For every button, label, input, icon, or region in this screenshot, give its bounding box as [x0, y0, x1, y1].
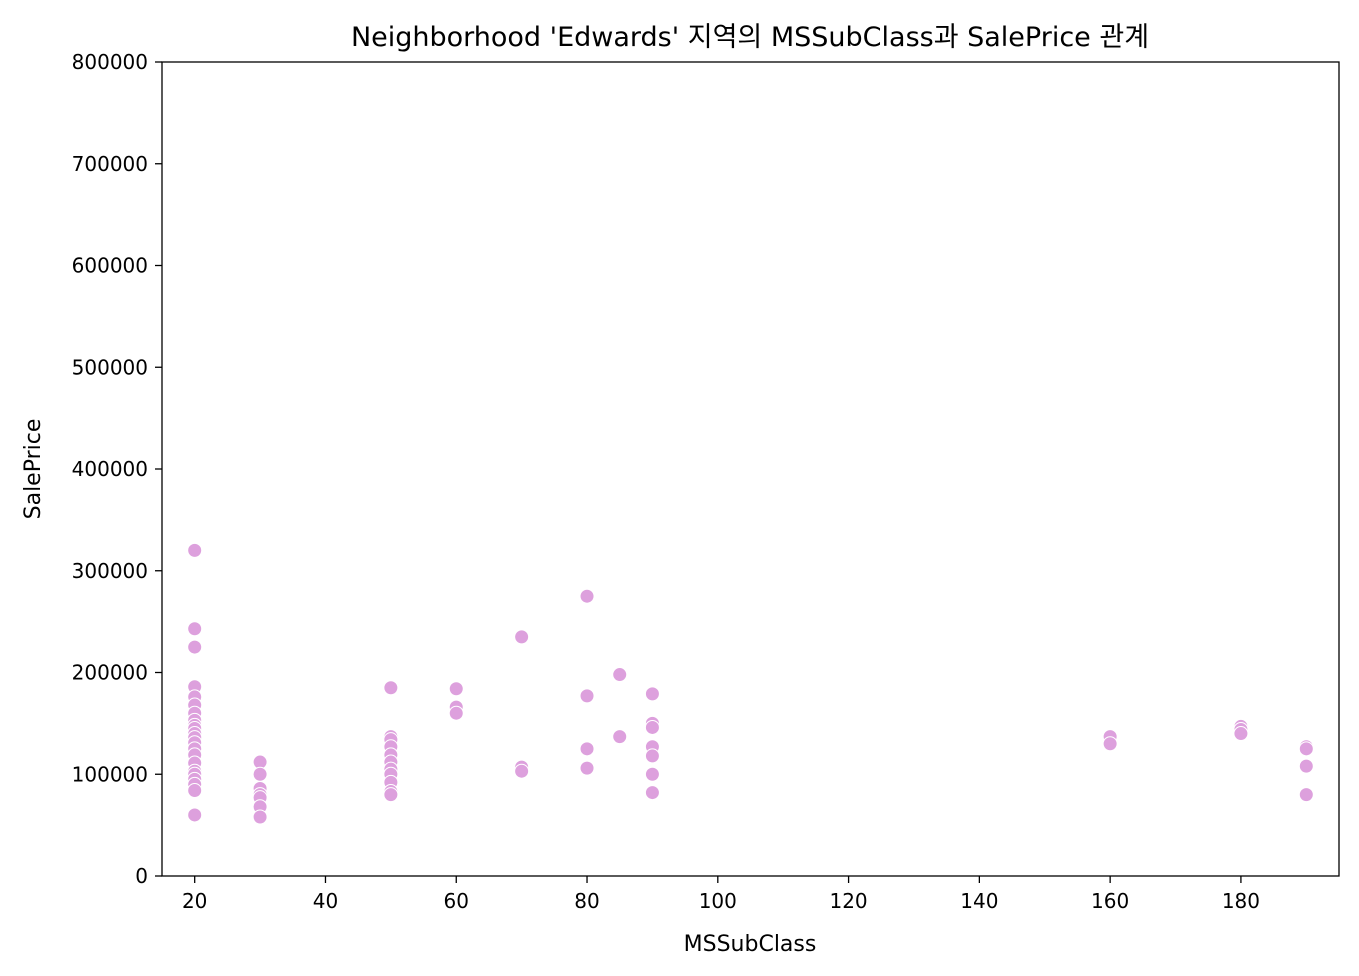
scatter-point: [644, 785, 660, 801]
x-tick-label: 140: [960, 889, 998, 913]
scatter-point: [1298, 741, 1314, 757]
plot-frame: [161, 61, 1340, 877]
scatter-point: [514, 763, 530, 779]
scatter-point: [383, 787, 399, 803]
scatter-point: [579, 688, 595, 704]
y-tick-label: 700000: [72, 152, 148, 176]
scatter-point: [252, 809, 268, 825]
plot-area: [162, 62, 1339, 876]
x-tick-label: 60: [444, 889, 469, 913]
y-tick-label: 800000: [72, 50, 148, 74]
data-points: [187, 542, 1314, 825]
y-tick-label: 300000: [72, 559, 148, 583]
scatter-point: [644, 766, 660, 782]
scatter-point: [1102, 736, 1118, 752]
y-tick-label: 100000: [72, 762, 148, 786]
scatter-point: [1298, 787, 1314, 803]
x-tick-label: 120: [829, 889, 867, 913]
scatter-point: [644, 719, 660, 735]
y-tick-label: 0: [135, 864, 148, 888]
x-tick-label: 40: [313, 889, 338, 913]
x-tick-label: 100: [699, 889, 737, 913]
scatter-point: [448, 681, 464, 697]
x-tick-label: 160: [1091, 889, 1129, 913]
y-tick-label: 500000: [72, 355, 148, 379]
scatter-point: [1233, 726, 1249, 742]
scatter-point: [383, 680, 399, 696]
axis-ticks: 20 40 60 80 100 120 140 160 180 0 100000 200000 3000…: [72, 50, 1260, 913]
chart-title: Neighborhood 'Edwards' 지역의 MSSubClass과 S…: [351, 22, 1149, 53]
scatter-point: [579, 588, 595, 604]
scatter-point: [612, 729, 628, 745]
x-tick-label: 80: [574, 889, 599, 913]
scatter-point: [187, 542, 203, 558]
scatter-point: [187, 783, 203, 799]
scatter-point: [1298, 758, 1314, 774]
scatter-point: [252, 766, 268, 782]
scatter-point: [644, 686, 660, 702]
x-tick-label: 180: [1222, 889, 1260, 913]
x-axis-label: MSSubClass: [684, 932, 817, 957]
y-tick-label: 600000: [72, 254, 148, 278]
scatter-point: [187, 621, 203, 637]
y-axis-label: SalePrice: [21, 419, 46, 520]
scatter-point: [612, 667, 628, 683]
scatter-point: [187, 639, 203, 655]
scatter-point: [187, 807, 203, 823]
scatter-point: [644, 748, 660, 764]
y-tick-label: 200000: [72, 661, 148, 685]
x-tick-label: 20: [182, 889, 207, 913]
scatter-point: [448, 705, 464, 721]
scatter-point: [579, 741, 595, 757]
scatter-point: [579, 760, 595, 776]
y-tick-label: 400000: [72, 457, 148, 481]
scatter-point: [514, 629, 530, 645]
